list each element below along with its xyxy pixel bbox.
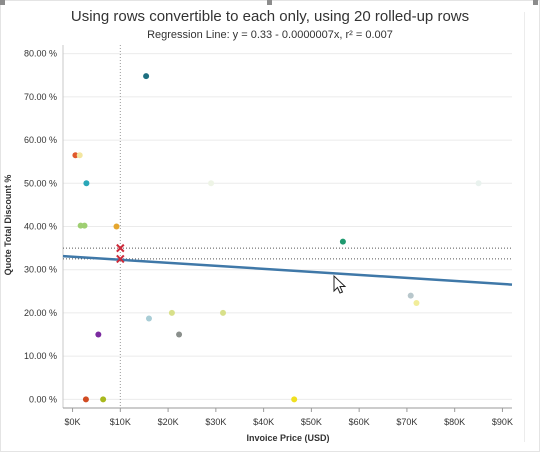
gridlines bbox=[63, 53, 512, 400]
y-tick-label: 60.00 % bbox=[24, 135, 57, 145]
data-point[interactable] bbox=[95, 331, 102, 338]
highlight-markers[interactable] bbox=[116, 243, 125, 264]
chart-subtitle: Regression Line: y = 0.33 - 0.0000007x, … bbox=[147, 29, 393, 41]
data-point[interactable] bbox=[81, 222, 88, 229]
data-point[interactable] bbox=[208, 180, 215, 187]
reference-lines bbox=[63, 45, 512, 408]
data-point[interactable] bbox=[82, 396, 89, 403]
x-tick-label: $90K bbox=[492, 417, 513, 427]
data-point[interactable] bbox=[475, 180, 482, 187]
data-points[interactable] bbox=[72, 73, 482, 403]
data-point[interactable] bbox=[291, 396, 298, 403]
y-tick-label: 80.00 % bbox=[24, 49, 57, 59]
resize-handle-top-left[interactable] bbox=[0, 0, 5, 5]
x-marker-stroke bbox=[116, 243, 125, 253]
x-tick-label: $10K bbox=[110, 417, 131, 427]
data-point[interactable] bbox=[113, 223, 120, 230]
panel-scroll-edge bbox=[524, 12, 531, 442]
data-point[interactable] bbox=[176, 331, 183, 338]
regression-line-group bbox=[62, 254, 513, 286]
data-point[interactable] bbox=[72, 152, 79, 159]
y-tick-label: 20.00 % bbox=[24, 308, 57, 318]
y-axis-title: Quote Total Discount % bbox=[3, 175, 13, 276]
y-tick-label: 30.00 % bbox=[24, 265, 57, 275]
data-point[interactable] bbox=[76, 152, 83, 159]
data-point[interactable] bbox=[413, 299, 420, 306]
chart-title: Using rows convertible to each only, usi… bbox=[70, 8, 470, 25]
y-tick-label: 50.00 % bbox=[24, 178, 57, 188]
mouse-cursor-icon bbox=[333, 274, 347, 294]
x-axis-title: Invoice Price (USD) bbox=[246, 433, 329, 443]
highlight-x-marker[interactable] bbox=[116, 243, 125, 253]
data-point[interactable] bbox=[143, 73, 150, 80]
data-point[interactable] bbox=[339, 238, 346, 245]
x-tick-label: $50K bbox=[301, 417, 322, 427]
x-tick-label: $40K bbox=[253, 417, 274, 427]
x-tick-label: $30K bbox=[205, 417, 226, 427]
data-point[interactable] bbox=[407, 292, 414, 299]
y-tick-label: 70.00 % bbox=[24, 92, 57, 102]
data-point[interactable] bbox=[220, 309, 227, 316]
resize-handle-top-center[interactable] bbox=[267, 0, 272, 5]
x-tick-label: $80K bbox=[444, 417, 465, 427]
x-marker-stroke bbox=[116, 254, 125, 264]
y-tick-label: 10.00 % bbox=[24, 351, 57, 361]
y-tick-label: 40.00 % bbox=[24, 222, 57, 232]
regression-line bbox=[62, 254, 513, 286]
x-tick-label: $20K bbox=[158, 417, 179, 427]
data-point[interactable] bbox=[168, 309, 175, 316]
y-tick-label: 0.00 % bbox=[29, 394, 57, 404]
resize-handle-top-right[interactable] bbox=[533, 0, 538, 5]
data-point[interactable] bbox=[145, 315, 152, 322]
x-tick-label: $0K bbox=[65, 417, 81, 427]
x-tick-label: $70K bbox=[396, 417, 417, 427]
x-tick-label: $60K bbox=[349, 417, 370, 427]
highlight-x-marker[interactable] bbox=[116, 254, 125, 264]
data-point[interactable] bbox=[83, 180, 90, 187]
data-point[interactable] bbox=[100, 396, 107, 403]
axes: 0.00 % 10.00 % 20.00 % 30.00 % 40.00 % 50.00 … bbox=[24, 45, 513, 427]
